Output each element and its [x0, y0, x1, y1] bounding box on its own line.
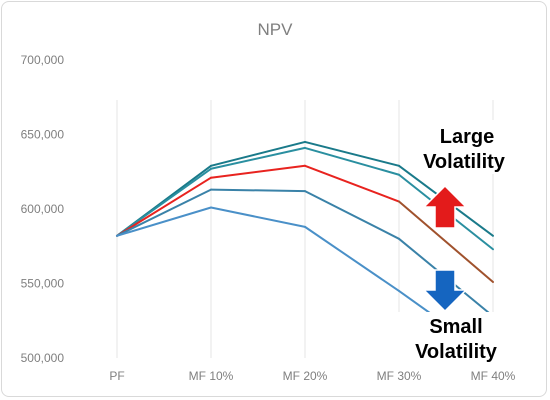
large-volatility-label-line2: Volatility — [423, 151, 506, 173]
x-tick-label: MF 10% — [189, 369, 234, 383]
down-arrow-icon — [422, 269, 468, 313]
x-tick-label: MF 40% — [471, 369, 516, 383]
x-tick-label: PF — [109, 369, 124, 383]
small-volatility-box — [393, 312, 520, 366]
y-tick-label: 600,000 — [21, 202, 65, 216]
series-segment — [116, 167, 212, 237]
series-segment — [116, 188, 212, 237]
series-segment — [210, 188, 306, 193]
series-line — [116, 164, 494, 284]
series-segment — [304, 225, 400, 292]
series-segment — [210, 206, 306, 228]
small-volatility-label-line1: Small — [429, 316, 482, 338]
series-segment — [116, 206, 212, 237]
series-segment — [116, 176, 212, 237]
small-volatility-label-line2: Volatility — [415, 341, 498, 363]
large-volatility-label-line1: Large — [440, 126, 494, 148]
chart-title: NPV — [258, 20, 294, 39]
y-tick-label: 700,000 — [21, 53, 65, 67]
series-segment — [304, 164, 400, 203]
series-segment — [398, 200, 494, 284]
x-axis-ticks: PF MF 10% MF 20% MF 30% MF 40% — [109, 369, 515, 383]
series-segment — [210, 164, 306, 179]
series-segment — [304, 140, 400, 167]
y-tick-label: 550,000 — [21, 277, 65, 291]
x-tick-label: MF 30% — [377, 369, 422, 383]
x-tick-label: MF 20% — [283, 369, 328, 383]
y-tick-label: 650,000 — [21, 128, 65, 142]
series-segment — [304, 146, 400, 176]
series-segment — [210, 140, 306, 167]
y-axis-ticks: 700,000 650,000 600,000 550,000 500,000 — [21, 53, 65, 365]
y-tick-label: 500,000 — [21, 351, 65, 365]
large-volatility-box — [412, 120, 520, 174]
series-segment — [304, 190, 400, 240]
series-segment — [210, 146, 306, 170]
up-arrow-icon — [422, 184, 468, 229]
